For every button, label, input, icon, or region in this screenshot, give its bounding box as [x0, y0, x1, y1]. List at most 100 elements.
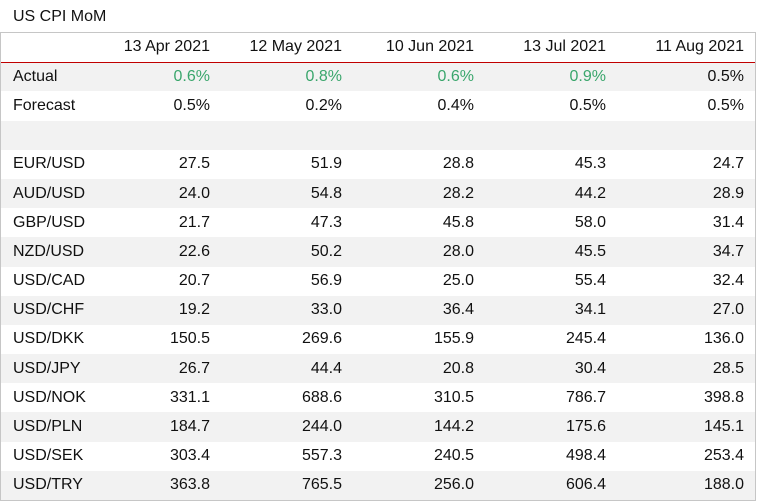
pair-value: 33.0: [221, 295, 353, 325]
pair-value: 240.5: [433, 447, 474, 465]
pair-row: AUD/USD 24.0 54.8 28.2 44.2 28.9: [1, 178, 755, 209]
pair-value: 398.8: [703, 388, 744, 406]
column-header: 11 Aug 2021: [617, 33, 755, 63]
pair-row: USD/CHF 19.2 33.0 36.4 34.1 27.0: [1, 295, 755, 325]
pair-label: EUR/USD: [13, 155, 86, 173]
empty-cell: [1, 120, 91, 150]
pair-value: 34.7: [617, 237, 755, 267]
pair-label: NZD/USD: [1, 237, 91, 267]
pair-value: 19.2: [91, 295, 221, 325]
pair-value: 144.2: [353, 412, 485, 442]
cpi-table: 13 Apr 2021 12 May 2021 10 Jun 2021 13 Jul …: [1, 33, 755, 500]
pair-row: GBP/USD 21.7 47.3 45.8 58.0 31.4: [1, 208, 755, 237]
pair-value: 331.1: [169, 388, 210, 406]
pair-value: 498.4: [565, 447, 606, 465]
column-header: 10 Jun 2021: [353, 33, 485, 63]
pair-value: 188.0: [617, 470, 755, 500]
empty-cell: [91, 120, 221, 150]
pair-label: USD/TRY: [1, 470, 91, 500]
pair-value: 253.4: [703, 447, 744, 465]
row-label: Actual: [1, 62, 91, 92]
table-frame: [0, 32, 756, 501]
pair-value: 21.7: [178, 213, 210, 231]
column-header: 13 Apr 2021: [91, 33, 221, 63]
pair-label: USD/DKK: [13, 330, 85, 348]
pair-value: 24.7: [712, 155, 744, 173]
pair-value: 34.1: [485, 295, 617, 325]
pair-value: 45.8: [442, 213, 474, 231]
pair-value: 45.3: [574, 155, 606, 173]
pair-row: USD/SEK 303.4 557.3 240.5 498.4 253.4: [1, 442, 755, 471]
pair-value: 184.7: [91, 412, 221, 442]
pair-row: USD/DKK 150.5 269.6 155.9 245.4 136.0: [1, 325, 755, 354]
pair-value: 28.0: [353, 237, 485, 267]
actual-value: 0.9%: [485, 62, 617, 92]
spacer-row: [1, 120, 755, 150]
pair-row: USD/JPY 26.7 44.4 20.8 30.4 28.5: [1, 354, 755, 384]
pair-value: 31.4: [712, 213, 744, 231]
header-row: 13 Apr 2021 12 May 2021 10 Jun 2021 13 Jul …: [1, 33, 755, 63]
pair-label: USD/NOK: [13, 388, 86, 406]
pair-value: 28.9: [617, 178, 755, 209]
pair-value: 136.0: [703, 330, 744, 348]
pair-value: 28.2: [353, 178, 485, 209]
pair-value: 50.2: [221, 237, 353, 267]
pair-label: AUD/USD: [1, 178, 91, 209]
pair-value: 606.4: [485, 470, 617, 500]
pair-row: EUR/USD 27.5 51.9 28.8 45.3 24.7: [1, 150, 755, 179]
actual-value: 0.6%: [353, 62, 485, 92]
actual-row: Actual 0.6% 0.8% 0.6% 0.9% 0.5%: [1, 62, 755, 92]
pair-label: USD/JPY: [1, 354, 91, 384]
pair-value: 44.2: [485, 178, 617, 209]
pair-value: 245.4: [565, 330, 606, 348]
pair-value: 58.0: [574, 213, 606, 231]
pair-value: 28.8: [442, 155, 474, 173]
pair-value: 45.5: [485, 237, 617, 267]
pair-label: USD/CHF: [1, 295, 91, 325]
pair-value: 688.6: [301, 388, 342, 406]
table-title: US CPI MoM: [13, 8, 107, 25]
row-label: Forecast: [13, 96, 76, 114]
forecast-row: Forecast 0.5% 0.2% 0.4% 0.5% 0.5%: [1, 91, 755, 120]
pair-value: 557.3: [301, 447, 342, 465]
pair-value: 20.8: [353, 354, 485, 384]
header-corner: [1, 33, 91, 63]
pair-value: 32.4: [712, 272, 744, 290]
pair-value: 51.9: [310, 155, 342, 173]
pair-label: USD/CAD: [13, 272, 86, 290]
pair-row: USD/NOK 331.1 688.6 310.5 786.7 398.8: [1, 383, 755, 412]
pair-value: 56.9: [310, 272, 342, 290]
pair-value: 22.6: [91, 237, 221, 267]
pair-value: 26.7: [91, 354, 221, 384]
pair-value: 55.4: [574, 272, 606, 290]
pair-value: 155.9: [433, 330, 474, 348]
forecast-value: 0.5%: [707, 96, 744, 114]
forecast-value: 0.5%: [173, 96, 210, 114]
pair-value: 36.4: [353, 295, 485, 325]
pair-value: 303.4: [169, 447, 210, 465]
pair-value: 244.0: [221, 412, 353, 442]
pair-value: 54.8: [221, 178, 353, 209]
pair-value: 30.4: [485, 354, 617, 384]
pair-label: USD/PLN: [1, 412, 91, 442]
pair-value: 27.5: [178, 155, 210, 173]
pair-value: 24.0: [91, 178, 221, 209]
column-header: 12 May 2021: [221, 33, 353, 63]
forecast-value: 0.5%: [569, 96, 606, 114]
pair-value: 25.0: [442, 272, 474, 290]
pair-value: 363.8: [91, 470, 221, 500]
pair-value: 47.3: [310, 213, 342, 231]
pair-value: 269.6: [301, 330, 342, 348]
pair-value: 786.7: [565, 388, 606, 406]
empty-cell: [353, 120, 485, 150]
pair-label: GBP/USD: [13, 213, 86, 231]
pair-value: 20.7: [178, 272, 210, 290]
pair-row: USD/PLN 184.7 244.0 144.2 175.6 145.1: [1, 412, 755, 442]
pair-row: USD/CAD 20.7 56.9 25.0 55.4 32.4: [1, 267, 755, 296]
pair-value: 27.0: [617, 295, 755, 325]
actual-value: 0.8%: [221, 62, 353, 92]
pair-value: 765.5: [221, 470, 353, 500]
pair-label: USD/SEK: [13, 447, 84, 465]
empty-cell: [617, 120, 755, 150]
actual-value: 0.5%: [617, 62, 755, 92]
